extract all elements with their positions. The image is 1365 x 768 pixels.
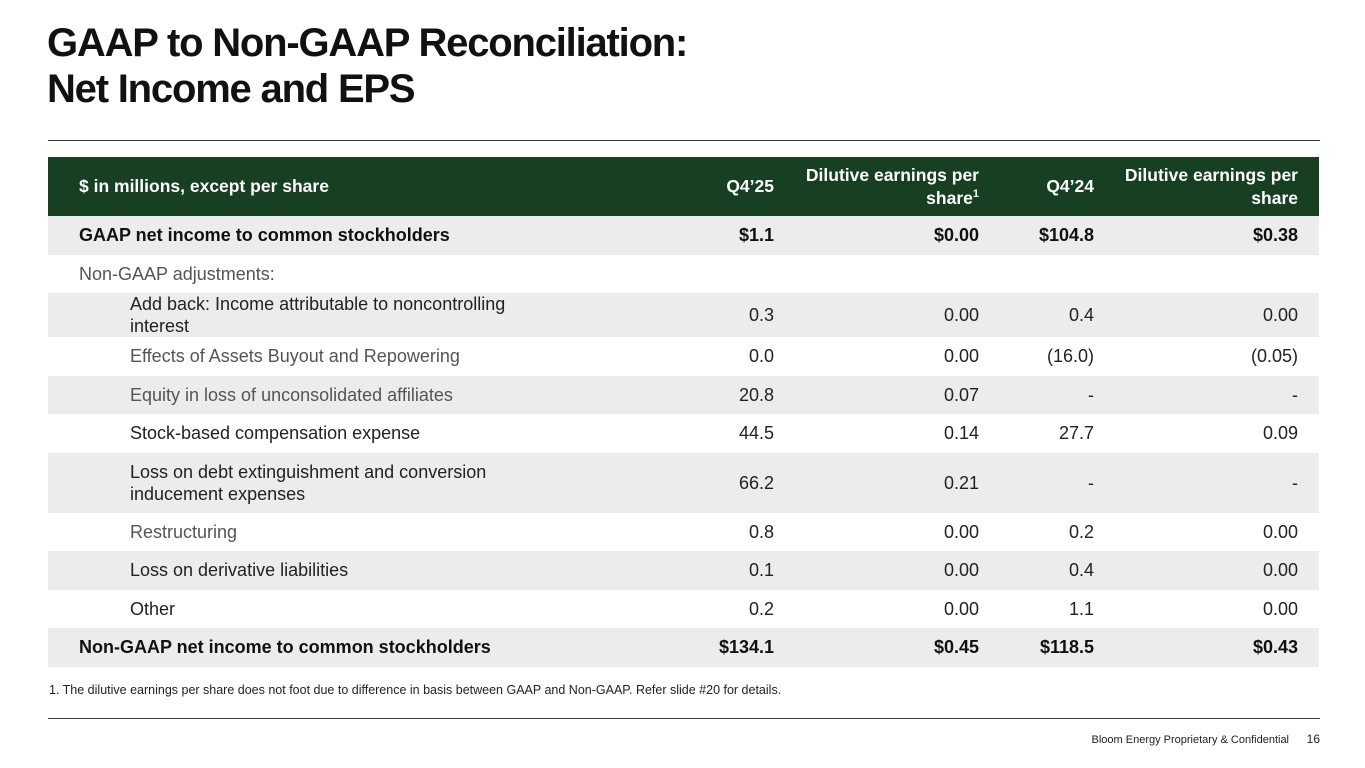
cell-eps-q4-25: 0.14 xyxy=(943,423,979,444)
cell-eps-q4-25: 0.21 xyxy=(943,472,979,493)
cell-eps-q4-25: 0.00 xyxy=(943,598,979,619)
table-row-debt-extinguishment: Loss on debt extinguishment and conversi… xyxy=(48,452,1319,513)
cell-eps-q4-25 xyxy=(795,255,1000,294)
table-row-adjustments-heading: Non-GAAP adjustments: xyxy=(48,255,1319,294)
cell-eps-q4-25: 0.07 xyxy=(943,384,979,405)
header-eps-q4-24: Dilutive earnings per share xyxy=(1124,164,1298,208)
cell-eps-q4-25: $0.00 xyxy=(933,225,979,246)
cell-q4-24: 0.4 xyxy=(1068,305,1094,325)
table-row-restructuring: Restructuring 0.8 0.00 0.2 0.00 xyxy=(48,513,1319,552)
cell-q4-24: 27.7 xyxy=(1058,423,1094,444)
cell-eps-q4-25: $0.45 xyxy=(933,637,979,658)
cell-q4-25: 44.5 xyxy=(738,423,774,444)
cell-eps-q4-24: (0.05) xyxy=(1250,346,1298,367)
cell-q4-24: 1.1 xyxy=(1068,598,1094,619)
header-eps-q4-25: Dilutive earnings per share1 xyxy=(795,157,1000,216)
table-row-derivative-liabilities: Loss on derivative liabilities 0.1 0.00 … xyxy=(48,551,1319,590)
cell-eps-q4-24: - xyxy=(1292,472,1298,493)
page-title-line-1: GAAP to Non-GAAP Reconciliation: xyxy=(47,21,688,65)
footnote-marker: 1 xyxy=(972,187,979,200)
table-row-equity-in-loss: Equity in loss of unconsolidated affilia… xyxy=(48,375,1319,414)
header-label: $ in millions, except per share xyxy=(79,176,329,196)
cell-eps-q4-24 xyxy=(1115,255,1319,294)
table-row-other: Other 0.2 0.00 1.1 0.00 xyxy=(48,590,1319,629)
cell-eps-q4-24: 0.00 xyxy=(1262,521,1298,542)
row-label: Restructuring xyxy=(130,521,238,542)
cell-q4-24: $104.8 xyxy=(1038,225,1094,246)
row-label: Non-GAAP net income to common stockholde… xyxy=(79,637,491,658)
table-row-assets-buyout: Effects of Assets Buyout and Repowering … xyxy=(48,337,1319,376)
footer-confidential: Bloom Energy Proprietary & Confidential xyxy=(1091,734,1289,746)
row-label: Non-GAAP adjustments: xyxy=(79,263,275,284)
row-label: Loss on debt extinguishment and conversi… xyxy=(130,461,487,504)
cell-eps-q4-24: 0.00 xyxy=(1262,598,1298,619)
page-title: GAAP to Non-GAAP Reconciliation: Net Inc… xyxy=(47,20,688,112)
row-label: Loss on derivative liabilities xyxy=(130,560,349,581)
row-label: Equity in loss of unconsolidated affilia… xyxy=(130,384,453,405)
cell-q4-25: 0.3 xyxy=(748,305,774,325)
table-row-noncontrolling-interest: Add back: Income attributable to noncont… xyxy=(48,293,1319,337)
row-label: Other xyxy=(130,598,176,619)
cell-q4-24: 0.4 xyxy=(1068,560,1094,581)
table-header: $ in millions, except per share Q4’25 Di… xyxy=(48,157,1319,216)
header-q4-24: Q4’24 xyxy=(1046,176,1094,196)
table-row-gaap-net-income: GAAP net income to common stockholders $… xyxy=(48,216,1319,255)
cell-q4-25 xyxy=(580,255,795,294)
cell-eps-q4-24: 0.00 xyxy=(1262,560,1298,581)
cell-q4-25: 66.2 xyxy=(738,472,774,493)
cell-eps-q4-24: $0.38 xyxy=(1252,225,1298,246)
cell-eps-q4-24: 0.09 xyxy=(1262,423,1298,444)
header-row: $ in millions, except per share Q4’25 Di… xyxy=(48,157,1319,216)
cell-eps-q4-24: $0.43 xyxy=(1252,637,1298,658)
cell-eps-q4-25: 0.00 xyxy=(943,521,979,542)
cell-eps-q4-24: 0.00 xyxy=(1262,305,1298,325)
cell-q4-24 xyxy=(1000,255,1115,294)
cell-q4-24: (16.0) xyxy=(1046,346,1094,367)
cell-q4-25: 0.0 xyxy=(748,346,774,367)
cell-eps-q4-24: - xyxy=(1292,384,1298,405)
cell-eps-q4-25: 0.00 xyxy=(943,346,979,367)
cell-q4-25: $134.1 xyxy=(718,637,774,658)
header-q4-25: Q4’25 xyxy=(726,176,774,196)
cell-q4-25: 0.2 xyxy=(748,598,774,619)
cell-eps-q4-25: 0.00 xyxy=(943,305,979,325)
cell-q4-25: $1.1 xyxy=(738,225,774,246)
reconciliation-table: $ in millions, except per share Q4’25 Di… xyxy=(48,157,1319,667)
top-divider xyxy=(48,140,1320,141)
row-label: Effects of Assets Buyout and Repowering xyxy=(130,346,460,367)
page-title-line-2: Net Income and EPS xyxy=(47,67,416,111)
table-row-stock-compensation: Stock-based compensation expense 44.5 0.… xyxy=(48,414,1319,453)
cell-q4-24: 0.2 xyxy=(1068,521,1094,542)
cell-q4-24: $118.5 xyxy=(1039,637,1094,658)
page-number: 16 xyxy=(1306,732,1320,746)
cell-q4-25: 20.8 xyxy=(738,384,774,405)
footnote: 1. The dilutive earnings per share does … xyxy=(49,683,782,697)
cell-eps-q4-25: 0.00 xyxy=(943,560,979,581)
table-body: GAAP net income to common stockholders $… xyxy=(48,216,1319,667)
row-label: Add back: Income attributable to noncont… xyxy=(130,294,506,336)
cell-q4-25: 0.8 xyxy=(748,521,774,542)
cell-q4-24: - xyxy=(1088,384,1094,405)
bottom-divider xyxy=(48,718,1320,719)
cell-q4-24: - xyxy=(1088,472,1094,493)
table-row-non-gaap-net-income: Non-GAAP net income to common stockholde… xyxy=(48,628,1319,667)
header-eps-q4-25-text: Dilutive earnings per share xyxy=(805,164,979,208)
cell-q4-25: 0.1 xyxy=(748,560,774,581)
row-label: GAAP net income to common stockholders xyxy=(79,225,450,246)
row-label: Stock-based compensation expense xyxy=(130,423,421,444)
